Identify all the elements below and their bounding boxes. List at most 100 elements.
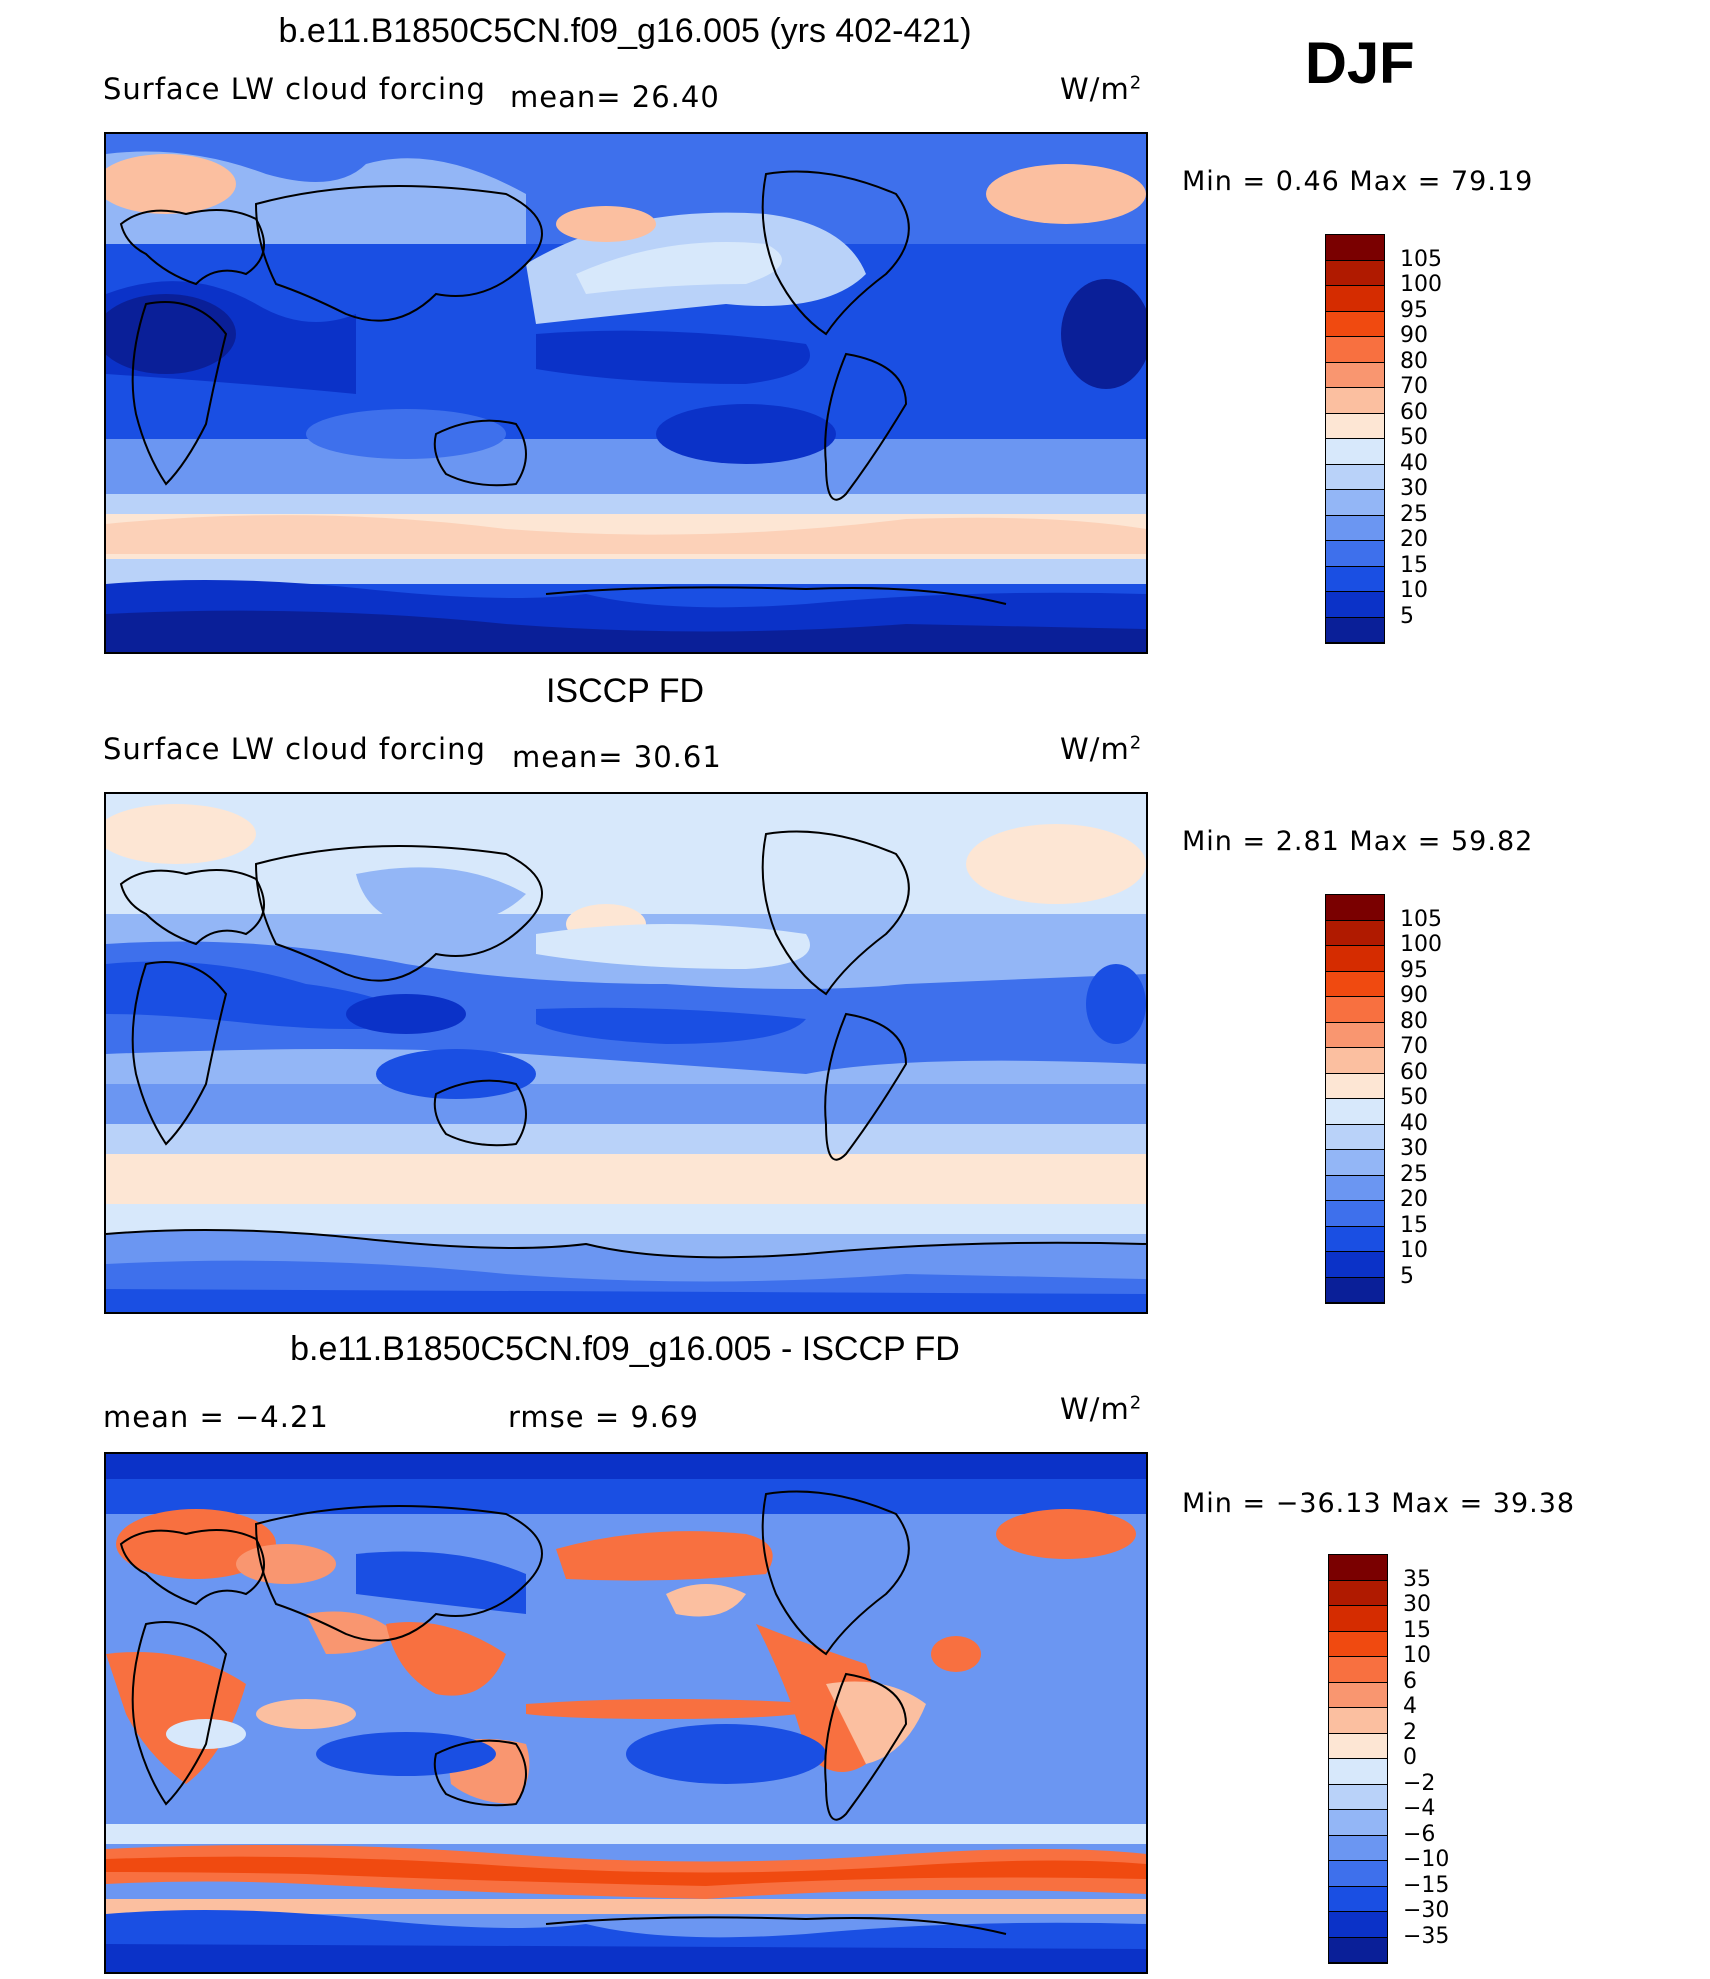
colorbar-tick-label: 95 [1400,957,1428,983]
panel3-minmax: Min = −36.13 Max = 39.38 [1182,1488,1576,1519]
colorbar-tick-label: −10 [1403,1847,1450,1872]
colorbar-swatch [1326,1048,1384,1074]
colorbar-swatch [1329,1861,1387,1887]
panel2-colorbar: 105 100 95 90 80 70 60 50 40 30 25 20 15 10 5 [1325,894,1442,1304]
colorbar-tick-label: 40 [1400,450,1428,476]
colorbar-tick-label: 70 [1400,374,1428,399]
colorbar-tick-label: −30 [1403,1898,1450,1923]
colorbar-tick-label: 6 [1403,1668,1417,1694]
colorbar-swatch [1326,388,1384,414]
panel2-title: ISCCP FD [545,672,705,710]
colorbar-tick-label: 15 [1400,552,1428,578]
panel1-map-svg [106,134,1146,652]
colorbar-tick-label: 50 [1400,1085,1428,1110]
colorbar-tick-label: 70 [1400,1034,1428,1059]
colorbar-swatch [1326,362,1384,388]
colorbar-tick-label: 20 [1400,1187,1428,1212]
colorbar-swatch [1326,1252,1384,1278]
colorbar-swatch [1326,490,1384,516]
colorbar-tick-label: 25 [1400,1161,1428,1187]
colorbar-tick-label: 5 [1400,1263,1414,1289]
panel3-mean: mean = −4.21 [103,1400,329,1434]
colorbar-swatch [1326,617,1384,643]
colorbar-tick-label: −4 [1403,1796,1436,1821]
colorbar-swatch [1326,1073,1384,1099]
colorbar-tick-label: 4 [1403,1694,1417,1719]
colorbar-tick-label: 10 [1403,1643,1431,1668]
season-label: DJF [1305,31,1415,96]
panel1-minmax: Min = 0.46 Max = 79.19 [1182,166,1534,197]
colorbar-tick-label: 40 [1400,1110,1428,1136]
colorbar-swatch [1326,971,1384,997]
units-exp: 2 [1129,72,1143,94]
colorbar-tick-label: 60 [1400,399,1428,425]
panel3-map-svg [106,1454,1146,1972]
colorbar-swatch [1329,1606,1387,1632]
colorbar-tick-label: 25 [1400,501,1428,527]
units-base: W/m [1060,732,1130,766]
colorbar-swatch [1329,1580,1387,1606]
colorbar-tick-label: 100 [1400,932,1442,957]
units-base: W/m [1060,72,1130,106]
colorbar-swatch [1329,1682,1387,1708]
colorbar-tick-label: 50 [1400,425,1428,450]
panel2-map-svg [106,794,1146,1312]
panel1-map [104,132,1148,654]
colorbar-tick-label: 30 [1400,476,1428,501]
colorbar-tick-label: 30 [1403,1592,1431,1617]
colorbar-swatch [1326,1277,1384,1303]
colorbar-swatch [1329,1912,1387,1938]
colorbar-swatch [1326,566,1384,592]
colorbar-tick-label: 15 [1400,1212,1428,1238]
panel2-variable: Surface LW cloud forcing [103,732,486,766]
colorbar-tick-label: 10 [1400,578,1428,603]
colorbar-tick-label: 105 [1400,906,1442,932]
colorbar-tick-label: 15 [1403,1617,1431,1643]
colorbar-tick-label: 100 [1400,272,1442,297]
panel1-units: W/m2 [1060,72,1142,106]
colorbar-swatch [1326,1022,1384,1048]
panel3-rmse: rmse = 9.69 [508,1400,699,1434]
colorbar-swatch [1329,1886,1387,1912]
colorbar-swatch [1326,592,1384,618]
colorbar-tick-label: 30 [1400,1136,1428,1161]
panel2-mean: mean= 30.61 [512,740,722,774]
colorbar-swatch [1326,920,1384,946]
colorbar-swatch [1326,895,1384,921]
colorbar-tick-label: 90 [1400,983,1428,1008]
colorbar-tick-label: 105 [1400,246,1442,272]
units-exp: 2 [1129,732,1143,754]
colorbar-swatch [1326,439,1384,465]
colorbar-swatch [1326,464,1384,490]
panel1-mean: mean= 26.40 [510,80,720,114]
colorbar-swatch [1326,260,1384,286]
colorbar-swatch [1329,1937,1387,1963]
colorbar-swatch [1326,946,1384,972]
panel2-minmax: Min = 2.81 Max = 59.82 [1182,826,1534,857]
colorbar-swatch [1329,1835,1387,1861]
panel1-colorbar: 105 100 95 90 80 70 60 50 40 30 25 20 15 10 5 [1325,234,1442,644]
colorbar-tick-label: 80 [1400,1008,1428,1034]
colorbar-tick-label: 20 [1400,527,1428,552]
units-base: W/m [1060,1392,1130,1426]
colorbar-swatch [1329,1759,1387,1785]
colorbar-swatch [1326,515,1384,541]
panel3-title: b.e11.B1850C5CN.f09_g16.005 - ISCCP FD [290,1330,960,1368]
colorbar-tick-label: −35 [1403,1923,1450,1949]
colorbar-swatch [1329,1708,1387,1734]
colorbar-tick-label: 95 [1400,297,1428,323]
colorbar-tick-label: −6 [1403,1821,1436,1847]
colorbar-swatch [1326,1175,1384,1201]
colorbar-swatch [1326,1201,1384,1227]
colorbar-tick-label: −2 [1403,1770,1436,1796]
units-exp: 2 [1129,1392,1143,1414]
colorbar-swatch [1329,1733,1387,1759]
colorbar-swatch [1329,1810,1387,1836]
colorbar-swatch [1326,235,1384,261]
panel3-colorbar: 35 30 15 10 6 4 2 0 −2 −4 −6 −10 −15 −30 −35 [1328,1554,1449,1964]
colorbar-swatch [1329,1784,1387,1810]
colorbar-tick-label: 5 [1400,603,1414,629]
colorbar-swatch [1329,1631,1387,1657]
colorbar-swatch [1326,1226,1384,1252]
colorbar-tick-label: 90 [1400,323,1428,348]
